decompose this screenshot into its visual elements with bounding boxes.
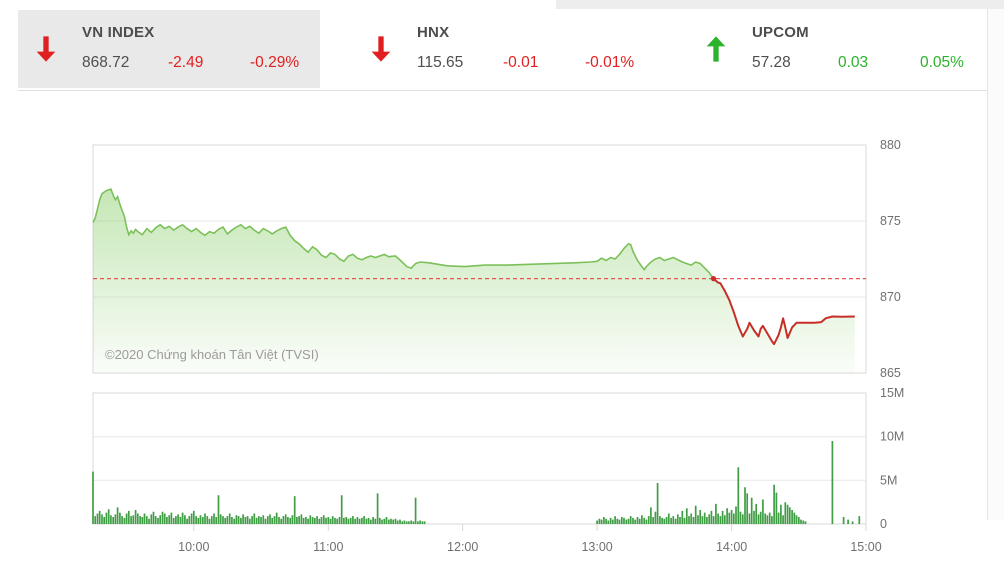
index-tab-vnindex[interactable]: VN INDEX 868.72 -2.49 -0.29% bbox=[18, 10, 320, 88]
volume-bars bbox=[92, 441, 861, 524]
volume-axis-label: 5M bbox=[880, 473, 897, 487]
index-change-percent: 0.05% bbox=[920, 54, 964, 71]
price-axis-label: 875 bbox=[880, 214, 901, 228]
volume-axis-label: 0 bbox=[880, 517, 887, 531]
index-value: 115.65 bbox=[417, 54, 464, 71]
x-axis-label: 12:00 bbox=[447, 540, 478, 554]
reference-cross-marker bbox=[710, 276, 717, 282]
index-value: 868.72 bbox=[82, 54, 130, 71]
page-right-margin bbox=[988, 9, 1004, 520]
index-value: 57.28 bbox=[752, 54, 791, 71]
volume-pane-border bbox=[92, 392, 867, 525]
index-tab-hnx[interactable]: HNX 115.65 -0.01 -0.01% bbox=[353, 10, 643, 88]
x-axis-label: 14:00 bbox=[716, 540, 747, 554]
content-right-border bbox=[987, 9, 988, 520]
index-change-percent: -0.01% bbox=[585, 54, 635, 71]
header-divider bbox=[18, 90, 987, 91]
chart-copyright: ©2020 Chứng khoán Tân Việt (TVSI) bbox=[105, 347, 319, 362]
volume-axis-label: 10M bbox=[880, 430, 904, 444]
index-name: VN INDEX bbox=[82, 24, 155, 41]
index-name: UPCOM bbox=[752, 24, 809, 41]
index-tab-upcom[interactable]: UPCOM 57.28 0.03 0.05% bbox=[688, 10, 988, 88]
index-change: -0.01 bbox=[503, 54, 539, 71]
volume-axis-label: 15M bbox=[880, 386, 904, 400]
market-indices-bar: VN INDEX 868.72 -2.49 -0.29% HNX 115.65 … bbox=[0, 9, 1004, 90]
price-axis-label: 865 bbox=[880, 366, 901, 380]
x-axis-label: 15:00 bbox=[850, 540, 881, 554]
arrow-down-icon bbox=[371, 36, 391, 62]
price-line-red bbox=[712, 278, 855, 346]
index-change: 0.03 bbox=[838, 54, 869, 71]
index-change-percent: -0.29% bbox=[250, 54, 300, 71]
arrow-up-icon bbox=[706, 36, 726, 62]
x-axis-label: 10:00 bbox=[178, 540, 209, 554]
price-line-green bbox=[92, 188, 715, 279]
page-top-strip bbox=[556, 0, 1004, 9]
price-area bbox=[93, 189, 855, 373]
index-change: -2.49 bbox=[168, 54, 204, 71]
x-axis-label: 11:00 bbox=[313, 540, 343, 554]
price-axis-label: 870 bbox=[880, 290, 901, 304]
arrow-down-icon bbox=[36, 36, 56, 62]
x-axis-label: 13:00 bbox=[581, 540, 612, 554]
index-name: HNX bbox=[417, 24, 450, 41]
price-axis-label: 880 bbox=[880, 138, 901, 152]
